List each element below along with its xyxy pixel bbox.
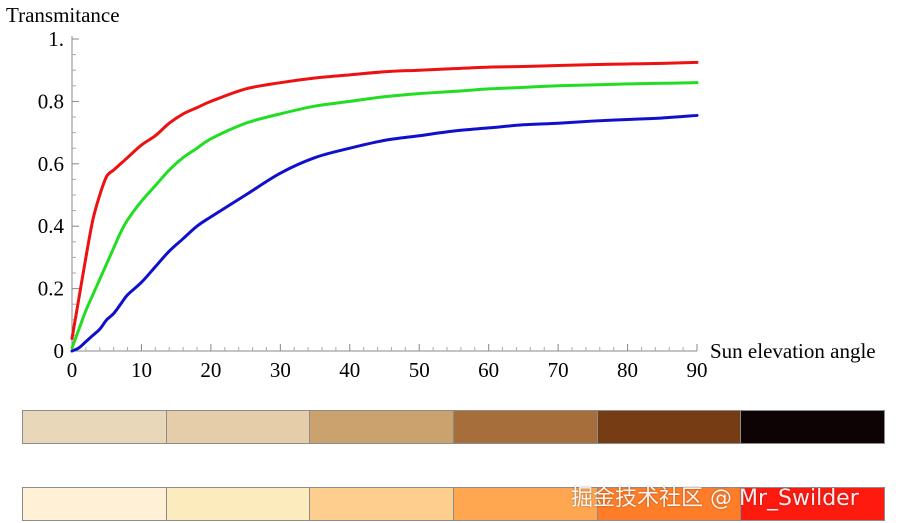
x-tick-label: 10	[131, 358, 152, 382]
color-swatch	[23, 411, 167, 443]
y-axis-label: Transmitance	[6, 3, 120, 27]
x-tick-label: 80	[617, 358, 638, 382]
y-tick-label: 0.2	[38, 277, 64, 301]
color-swatch	[454, 488, 598, 520]
y-tick-label: 0.6	[38, 152, 64, 176]
tick-labels: 0 10 20 30 40 50 60 70 80 90 0 0.2 0.4 0.6 0.8 1.	[38, 27, 708, 382]
x-tick-label: 20	[200, 358, 221, 382]
color-swatch	[23, 488, 167, 520]
transmitance-chart: 0 10 20 30 40 50 60 70 80 90 0 0.2 0.4 0.6 0.8 1. Trans…	[6, 3, 876, 382]
y-tick-label: 1.	[48, 27, 64, 51]
x-tick-label: 0	[67, 358, 78, 382]
color-swatch	[597, 488, 742, 520]
color-swatch	[454, 411, 598, 443]
y-tick-label: 0.4	[38, 214, 65, 238]
x-tick-label: 70	[548, 358, 569, 382]
color-swatch	[741, 411, 885, 443]
series-lines	[70, 60, 699, 353]
color-strip-sun-tones	[22, 487, 885, 521]
x-tick-label: 90	[687, 358, 708, 382]
color-swatch	[166, 488, 311, 520]
series-line-2	[70, 81, 699, 350]
color-swatch	[741, 488, 885, 520]
color-swatch	[310, 411, 455, 443]
x-tick-label: 50	[409, 358, 430, 382]
watermark: 掘金技术社区 @ Mr_Swilder	[571, 486, 859, 511]
color-swatch	[597, 411, 742, 443]
x-axis-label: Sun elevation angle	[710, 339, 876, 363]
x-tick-label: 40	[339, 358, 360, 382]
color-swatch	[166, 411, 311, 443]
x-tick-label: 30	[270, 358, 291, 382]
series-line-3	[70, 113, 699, 353]
y-tick-label: 0	[54, 339, 65, 363]
axes	[71, 36, 698, 352]
color-strip-skin-tones	[22, 410, 885, 444]
color-swatch	[310, 488, 455, 520]
x-tick-label: 60	[478, 358, 499, 382]
series-line-1	[70, 60, 699, 341]
y-tick-label: 0.8	[38, 89, 64, 113]
